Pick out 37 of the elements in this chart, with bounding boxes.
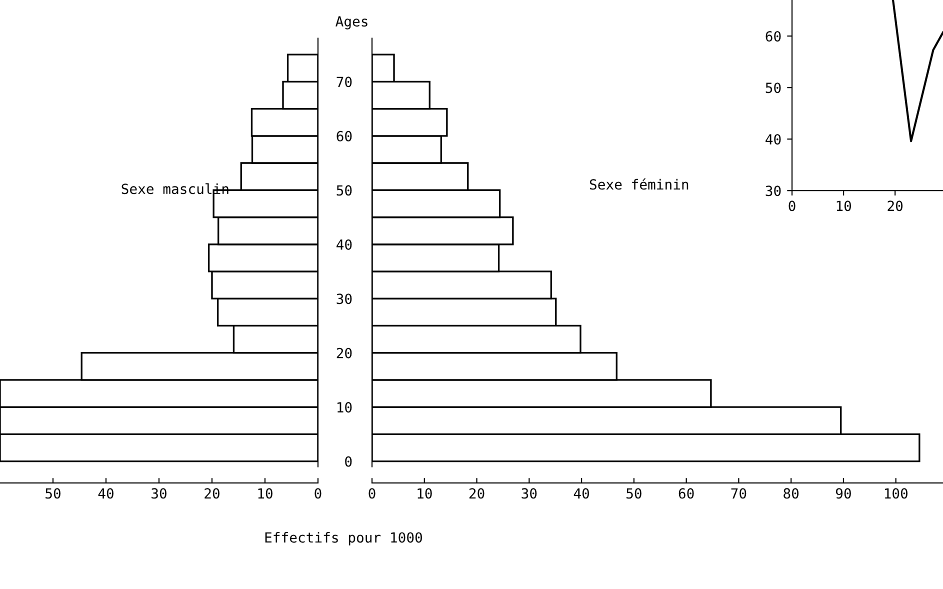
x-tick-label: 10 [258, 488, 272, 499]
x-tick-label: 40 [574, 488, 590, 499]
x-tick-label: 10 [836, 200, 852, 212]
y-tick-label: 40 [766, 134, 781, 145]
x-tick-label: 20 [888, 200, 903, 212]
x-tick-label: 40 [98, 488, 114, 499]
x-tick-label: 20 [204, 488, 220, 499]
x-tick-label: 50 [46, 488, 60, 499]
x-tick-label: 80 [784, 488, 799, 499]
y-tick-label: 60 [336, 130, 352, 142]
x-tick-label: 60 [678, 488, 694, 499]
x-tick-label: 10 [418, 488, 432, 499]
y-tick-label: 0 [345, 456, 352, 467]
x-tick-label: 0 [368, 488, 376, 499]
x-tick-label: 50 [626, 488, 642, 499]
x-tick-label: 0 [788, 200, 796, 212]
x-tick-label: 30 [152, 488, 166, 499]
x-tick-label: 0 [314, 488, 322, 499]
y-tick-label: 10 [338, 402, 352, 413]
x-tick-label: 30 [522, 488, 537, 499]
y-axis-title: Ages [336, 16, 368, 30]
y-tick-label: 50 [766, 82, 781, 94]
annotation: Sexe féminin [590, 178, 688, 190]
y-tick-label: 40 [336, 239, 352, 250]
y-tick-label: 30 [336, 294, 352, 304]
x-tick-label: 90 [836, 488, 851, 499]
y-tick-label: 20 [336, 348, 352, 358]
y-tick-label: 70 [336, 76, 352, 88]
annotation: Sexe masculin [122, 183, 228, 194]
y-tick-label: 50 [336, 185, 352, 196]
line-series [892, 0, 943, 142]
x-tick-label: 20 [469, 488, 484, 499]
x-tick-label: 100 [884, 488, 908, 499]
y-tick-label: 30 [766, 186, 781, 196]
x-tick-label: 70 [731, 488, 746, 499]
y-tick-label: 60 [766, 31, 781, 42]
x-axis-title: Effectifs pour 1000 [265, 532, 422, 546]
